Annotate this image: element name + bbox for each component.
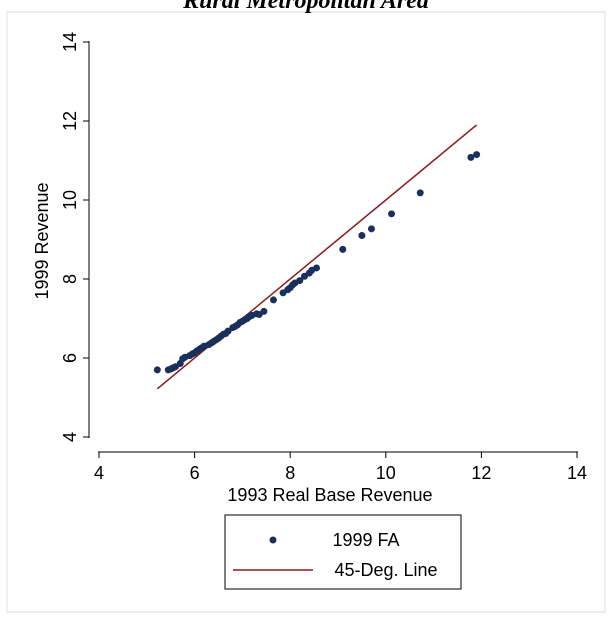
y-tick-label: 10	[60, 190, 80, 210]
data-point	[358, 232, 366, 240]
data-point	[339, 245, 347, 253]
x-tick-label: 10	[376, 463, 396, 483]
y-axis-title: 1999 Revenue	[32, 182, 52, 299]
legend-point-marker	[269, 536, 277, 544]
legend-box	[224, 514, 462, 590]
data-point	[260, 307, 268, 315]
data-point	[367, 225, 375, 233]
data-point	[224, 327, 232, 335]
data-point	[416, 189, 424, 197]
y-tick-label: 12	[60, 111, 80, 131]
y-tick-label: 4	[60, 432, 80, 442]
data-point	[467, 153, 475, 161]
x-tick-label: 14	[567, 463, 587, 483]
chart-title: Rural Metropolitan Area	[182, 0, 429, 14]
legend-entry-scatter: 1999 FA	[332, 530, 399, 550]
x-axis-title: 1993 Real Base Revenue	[227, 485, 432, 505]
x-tick-label: 8	[285, 463, 295, 483]
scatter-series	[153, 151, 481, 374]
y-tick-label: 8	[60, 274, 80, 284]
data-point	[388, 210, 396, 218]
legend: 1999 FA 45-Deg. Line	[224, 514, 462, 590]
data-point	[269, 296, 277, 304]
axes: 4 6 8 10 12 14 4 6 8 10 12 14	[60, 32, 587, 483]
y-tick-label: 14	[60, 32, 80, 52]
data-point	[153, 366, 161, 374]
data-point	[296, 277, 304, 285]
y-tick-label: 6	[60, 353, 80, 363]
x-tick-label: 4	[94, 463, 104, 483]
x-tick-label: 12	[471, 463, 491, 483]
plot-region-frame	[6, 11, 606, 613]
legend-entry-line: 45-Deg. Line	[334, 560, 437, 580]
x-tick-label: 6	[190, 463, 200, 483]
data-point	[312, 264, 320, 272]
data-point	[473, 151, 481, 159]
